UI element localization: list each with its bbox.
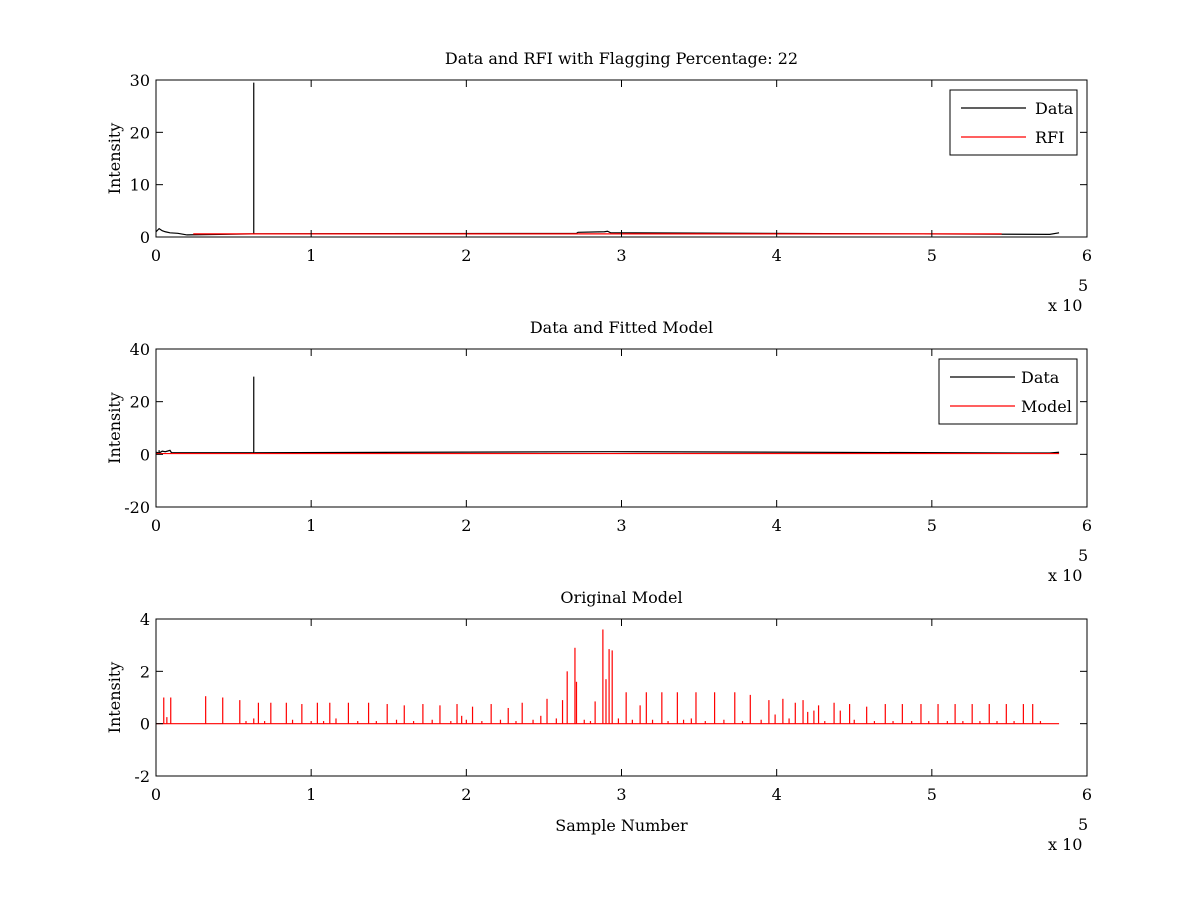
x-exponent-label: x 10 [1048,566,1082,585]
x-tick-label: 1 [306,246,316,265]
legend-entry: Data [1035,99,1074,118]
y-axis-label: Intensity [105,392,124,464]
x-exponent-label: x 10 [1048,296,1082,315]
chart-title: Data and RFI with Flagging Percentage: 2… [445,49,798,68]
y-tick-label: -2 [134,767,150,786]
x-tick-label: 4 [772,785,782,804]
chart-title: Original Model [560,588,682,607]
x-tick-label: 0 [151,785,161,804]
y-tick-label: 2 [140,662,150,681]
y-tick-label: 40 [130,340,150,359]
x-tick-label: 2 [461,785,471,804]
legend: Data RFI [949,89,1078,156]
x-tick-label: 0 [151,246,161,265]
y-tick-label: 10 [130,176,150,195]
chart-title: Data and Fitted Model [530,318,713,337]
y-axis-label: Intensity [105,123,124,195]
x-tick-label: 3 [616,516,626,535]
x-tick-label: 6 [1082,785,1092,804]
legend-entry: Model [1021,397,1072,416]
y-tick-label: 0 [140,445,150,464]
y-tick-label: 0 [140,228,150,247]
y-tick-label: 30 [130,71,150,90]
y-tick-label: -20 [124,498,150,517]
x-tick-label: 2 [461,516,471,535]
legend: Data Model [938,358,1078,425]
series-line-data [155,82,1060,236]
legend-frame [949,89,1078,156]
x-tick-label: 1 [306,785,316,804]
y-tick-label: 4 [140,610,150,629]
series-line-data [155,376,1060,455]
x-tick-label: 5 [927,785,937,804]
legend-entry: Data [1021,368,1060,387]
x-tick-label: 3 [616,246,626,265]
x-tick-label: 6 [1082,516,1092,535]
x-exponent-power: 5 [1078,276,1088,295]
legend-entry: RFI [1035,128,1064,147]
x-tick-label: 5 [927,516,937,535]
x-tick-label: 1 [306,516,316,535]
x-tick-label: 3 [616,785,626,804]
x-tick-label: 5 [927,246,937,265]
x-exponent-label: x 10 [1048,835,1082,854]
x-exponent-power: 5 [1078,546,1088,565]
x-tick-label: 4 [772,246,782,265]
x-tick-label: 0 [151,516,161,535]
y-tick-label: 20 [130,393,150,412]
x-tick-label: 6 [1082,246,1092,265]
x-tick-label: 4 [772,516,782,535]
x-axis-label: Sample Number [555,816,688,835]
y-axis-label: Intensity [105,662,124,734]
y-tick-label: 0 [140,715,150,734]
y-tick-label: 20 [130,123,150,142]
x-tick-label: 2 [461,246,471,265]
x-exponent-power: 5 [1078,815,1088,834]
legend-frame [938,358,1078,425]
